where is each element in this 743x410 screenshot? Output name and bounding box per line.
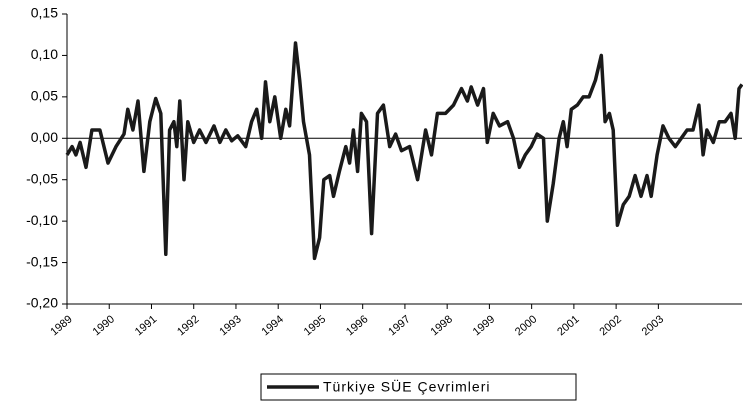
x-tick-label: 1994 — [260, 313, 286, 338]
x-tick-label: 1995 — [302, 313, 328, 338]
y-tick-label: -0,15 — [26, 253, 58, 269]
y-tick-label: 0,15 — [31, 5, 58, 21]
x-tick-label: 1998 — [428, 313, 454, 338]
x-tick-label: 1992 — [175, 313, 201, 338]
x-tick-label: 2003 — [640, 313, 666, 338]
x-tick-label: 2002 — [597, 313, 623, 338]
x-tick-label: 1996 — [344, 313, 370, 338]
x-tick-label: 1991 — [133, 313, 159, 338]
x-tick-label: 1993 — [217, 313, 243, 338]
series-line — [65, 41, 743, 261]
y-tick-label: 0,10 — [31, 46, 58, 62]
x-tick-label: 1997 — [386, 313, 412, 338]
y-tick-label: 0,00 — [31, 129, 58, 145]
x-tick-label: 2000 — [513, 313, 539, 338]
x-tick-label: 1990 — [91, 313, 117, 338]
y-tick-label: -0,10 — [26, 212, 58, 228]
x-tick-label: 1999 — [471, 313, 497, 338]
y-tick-label: -0,05 — [26, 170, 58, 186]
y-tick-label: 0,05 — [31, 88, 58, 104]
legend-label: Türkiye SÜE Çevrimleri — [323, 378, 490, 395]
x-tick-label: 1989 — [48, 313, 74, 338]
x-tick-label: 2001 — [555, 313, 581, 338]
y-tick-label: -0,20 — [26, 295, 58, 311]
